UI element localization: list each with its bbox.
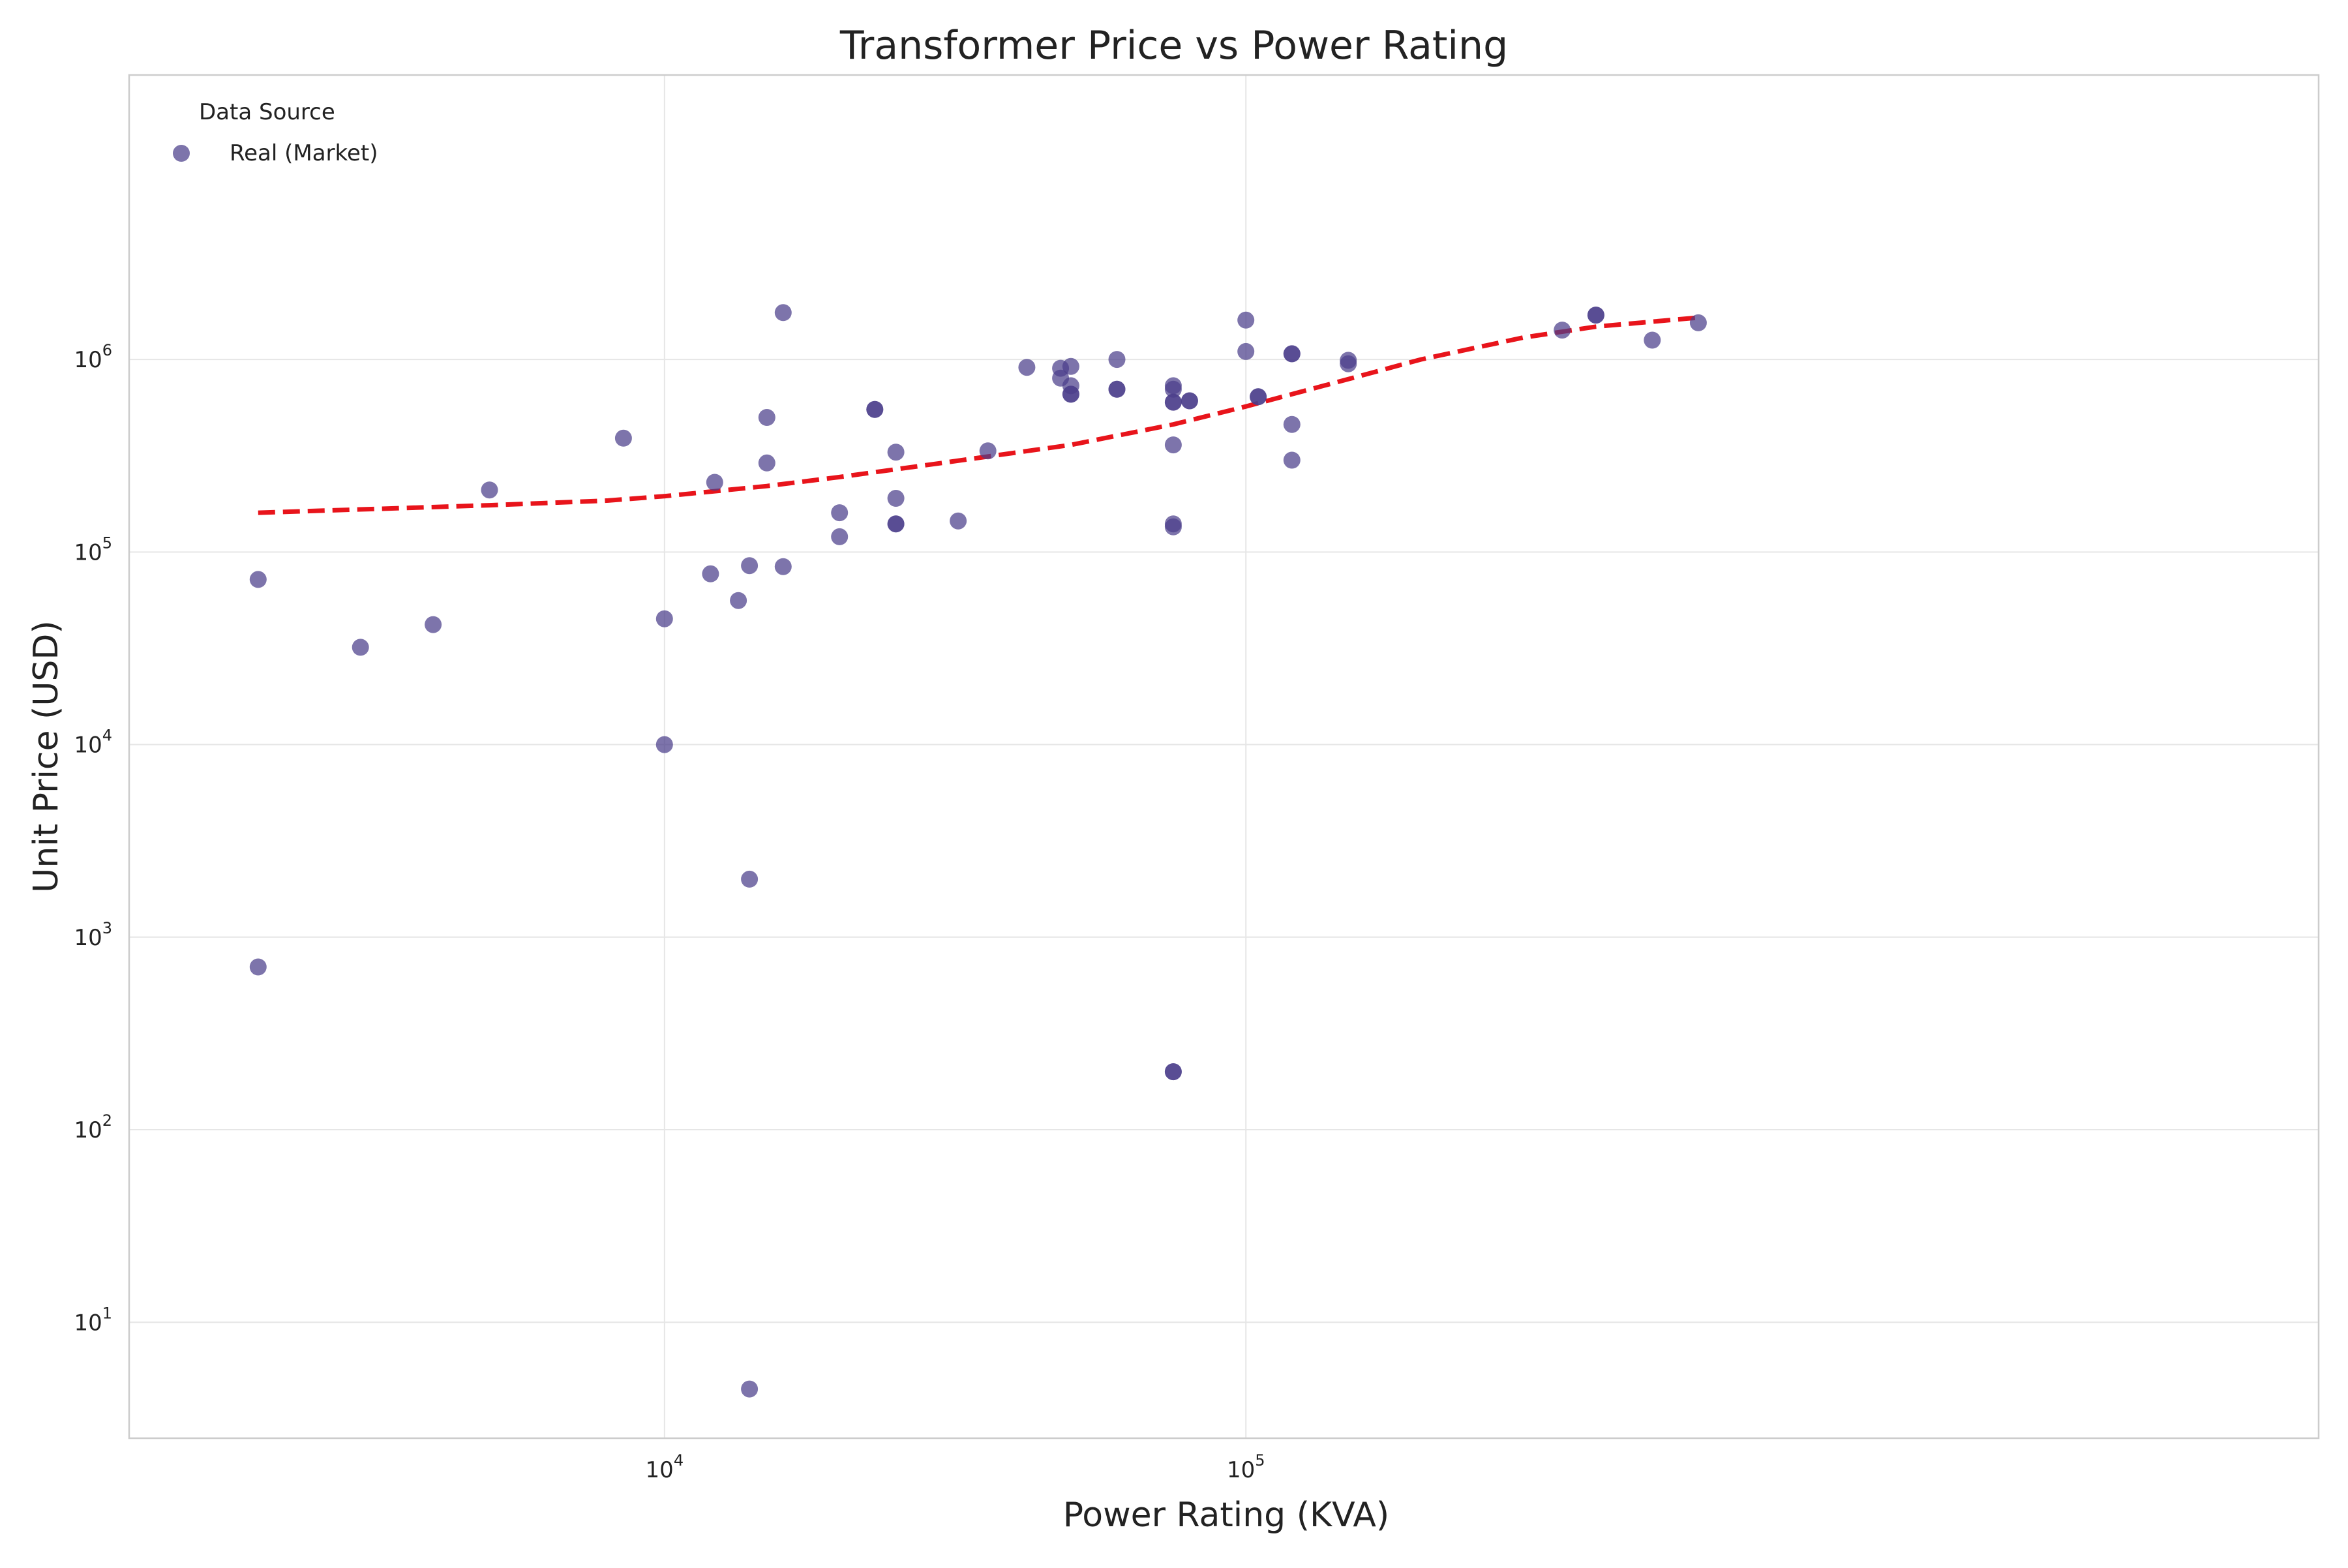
scatter-point [1164,393,1182,411]
scatter-point [866,400,884,418]
scatter-point [1237,311,1255,329]
scatter-point [758,454,775,472]
chart-title: Transformer Price vs Power Rating [839,23,1508,68]
scatter-point [1062,357,1079,375]
scatter-point [1587,307,1604,324]
scatter-point [1062,385,1079,403]
scatter-point [741,557,759,575]
scatter-point [887,444,905,461]
scatter-point [352,639,369,656]
scatter-point [1340,355,1357,372]
scatter-point [1237,342,1255,360]
x-tick-exponent: 4 [674,1451,684,1470]
scatter-point [655,736,673,753]
scatter-point [1164,380,1182,398]
y-tick-base: 10 [74,539,102,565]
y-tick-label: 105 [74,534,112,565]
y-tick-label: 104 [74,727,112,759]
y-tick-label: 106 [74,341,112,373]
scatter-point [741,870,759,888]
scatter-point [1018,359,1036,376]
scatter-point [249,571,267,588]
scatter-point [1108,351,1126,369]
scatter-point [741,1380,759,1398]
scatter-point [1164,518,1182,535]
scatter-point [1164,1063,1182,1081]
legend-label-real-market: Real (Market) [230,140,378,166]
data-points [249,304,1707,1398]
grid [129,75,2319,1438]
scatter-point [831,504,849,522]
scatter-point [1283,345,1301,363]
scatter-point [730,592,747,609]
scatter-point [1181,392,1198,410]
scatter-point [950,512,967,530]
scatter-point [481,481,498,499]
x-tick-label: 104 [646,1451,684,1483]
scatter-point [887,515,905,533]
x-tick-base: 10 [1227,1457,1255,1483]
scatter-point [1689,314,1707,331]
x-tick-exponent: 5 [1255,1451,1265,1470]
scatter-point [758,409,775,426]
scatter-point [655,610,673,627]
scatter-point [1108,380,1126,398]
legend-title: Data Source [199,99,335,125]
y-axis-label: Unit Price (USD) [27,620,66,892]
scatter-point [1554,322,1571,339]
legend: Data Source Real (Market) [173,99,378,166]
legend-marker [173,145,190,162]
scatter-point [1164,436,1182,454]
scatter-point [887,490,905,507]
y-tick-base: 10 [74,1117,102,1143]
y-tick-label: 102 [74,1111,112,1143]
y-tick-base: 10 [74,1310,102,1336]
scatter-point [249,958,267,976]
x-tick-base: 10 [646,1457,674,1483]
y-tick-label: 103 [74,919,112,951]
x-tick-label: 105 [1227,1451,1265,1483]
y-tick-exponent: 6 [102,341,112,359]
scatter-point [1283,451,1301,469]
trend-layer [258,315,1699,515]
y-tick-label: 101 [74,1304,112,1336]
scatter-point [1250,388,1267,406]
y-tick-exponent: 3 [102,919,112,937]
x-axis-label: Power Rating (KVA) [1063,1496,1389,1535]
y-tick-base: 10 [74,732,102,759]
scatter-point [774,304,792,322]
plot-frame [128,74,2320,1440]
trend-line [258,315,1699,515]
y-tick-exponent: 5 [102,534,112,552]
scatter-point [702,565,719,582]
y-tick-exponent: 4 [102,727,112,745]
y-tick-exponent: 1 [102,1304,112,1322]
scatter-point [425,616,442,633]
scatter-point [1644,331,1661,349]
scatter-point [706,474,723,491]
scatter-point [774,558,792,575]
scatter-point [979,442,997,460]
scatter-point [1283,415,1301,433]
y-tick-base: 10 [74,347,102,373]
scatter-point [614,429,632,447]
scatter-point [831,528,849,545]
y-tick-exponent: 2 [102,1111,112,1130]
y-tick-base: 10 [74,925,102,951]
